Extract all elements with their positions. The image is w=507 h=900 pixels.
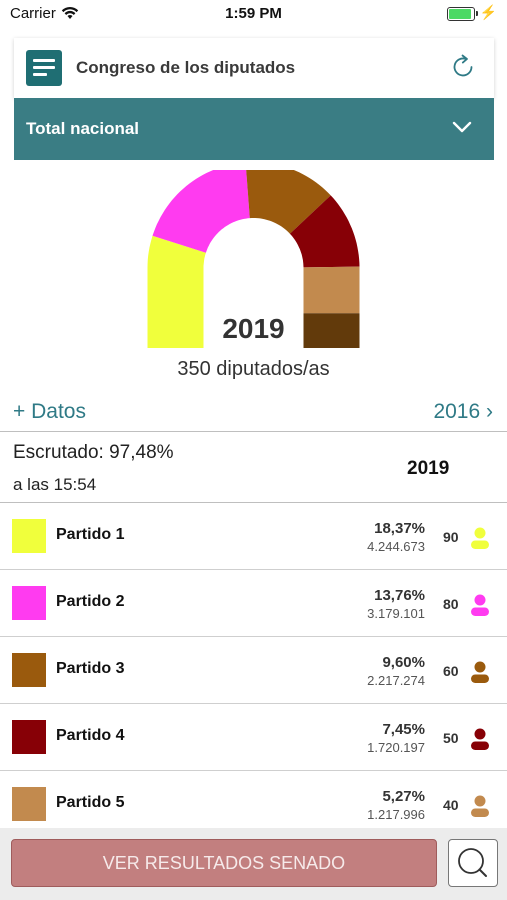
party-row[interactable]: Partido 1 18,37% 4.244.673 90: [0, 503, 507, 570]
deputies-count: 350 diputados/as: [177, 358, 330, 380]
carrier-label: Carrier: [10, 5, 56, 22]
person-icon: [471, 527, 489, 549]
party-vote-count: 1.217.996: [367, 807, 425, 822]
search-button[interactable]: [448, 839, 498, 887]
previous-year-link[interactable]: 2016 ›: [433, 400, 493, 423]
party-row[interactable]: Partido 3 9,60% 2.217.274 60: [0, 637, 507, 704]
hemicycle-segment: [303, 266, 360, 314]
person-icon: [471, 661, 489, 683]
party-color-swatch: [12, 787, 46, 821]
hemicycle-year: 2019: [222, 313, 285, 344]
seat-hemicycle-chart: [147, 170, 360, 348]
party-seats: 90: [443, 529, 459, 545]
view-senate-results-button[interactable]: VER RESULTADOS SENADO: [11, 839, 437, 887]
region-selector[interactable]: Total nacional: [14, 98, 494, 160]
region-label: Total nacional: [26, 119, 140, 138]
party-name: Partido 3: [56, 660, 125, 677]
party-seats: 80: [443, 596, 459, 612]
hemicycle-segment: [303, 313, 360, 348]
chevron-down-icon: [452, 121, 472, 133]
party-seats: 60: [443, 663, 459, 679]
more-data-link[interactable]: + Datos: [13, 400, 86, 423]
party-vote-percentage: 18,37%: [374, 520, 425, 537]
hemicycle-segment: [246, 170, 331, 234]
party-vote-count: 1.720.197: [367, 740, 425, 755]
party-color-swatch: [12, 519, 46, 553]
hemicycle-segment: [147, 235, 206, 348]
person-icon: [471, 795, 489, 817]
status-bar: Carrier 1:59 PM ⚡: [0, 0, 507, 28]
scrutinized-percentage: Escrutado: 97,48%: [13, 442, 174, 463]
app-header: Congreso de los diputados: [14, 38, 494, 98]
party-color-swatch: [12, 653, 46, 687]
party-name: Partido 5: [56, 794, 125, 811]
hemicycle-segment: [152, 170, 250, 253]
party-color-swatch: [12, 586, 46, 620]
party-name: Partido 4: [56, 727, 125, 744]
datos-row: + Datos 2016 ›: [0, 398, 507, 430]
person-icon: [471, 728, 489, 750]
party-vote-percentage: 7,45%: [382, 721, 425, 738]
results-summary: Escrutado: 97,48% a las 15:54 2019: [0, 432, 507, 502]
party-vote-percentage: 9,60%: [382, 654, 425, 671]
divider: [0, 502, 507, 503]
search-icon: [458, 848, 487, 877]
scrutinized-time: a las 15:54: [13, 475, 97, 494]
party-row[interactable]: Partido 2 13,76% 3.179.101 80: [0, 570, 507, 637]
party-vote-percentage: 13,76%: [374, 587, 425, 604]
party-name: Partido 1: [56, 526, 125, 543]
refresh-icon[interactable]: [448, 52, 478, 82]
clock: 1:59 PM: [225, 5, 282, 22]
party-vote-count: 2.217.274: [367, 673, 425, 688]
person-icon: [471, 594, 489, 616]
divider: [0, 431, 507, 432]
party-vote-percentage: 5,27%: [382, 788, 425, 805]
battery-icon: [447, 7, 478, 21]
hamburger-menu-icon[interactable]: [26, 50, 62, 86]
column-year: 2019: [407, 458, 450, 479]
party-seats: 50: [443, 730, 459, 746]
party-name: Partido 2: [56, 593, 125, 610]
page-title: Congreso de los diputados: [76, 58, 296, 77]
party-seats: 40: [443, 797, 459, 813]
party-color-swatch: [12, 720, 46, 754]
party-row[interactable]: Partido 4 7,45% 1.720.197 50: [0, 704, 507, 771]
hemicycle-segment: [289, 195, 360, 268]
party-vote-count: 3.179.101: [367, 606, 425, 621]
wifi-icon: [61, 6, 79, 19]
bottom-bar: VER RESULTADOS SENADO: [0, 828, 507, 900]
party-vote-count: 4.244.673: [367, 539, 425, 554]
charging-icon: ⚡: [479, 4, 497, 20]
